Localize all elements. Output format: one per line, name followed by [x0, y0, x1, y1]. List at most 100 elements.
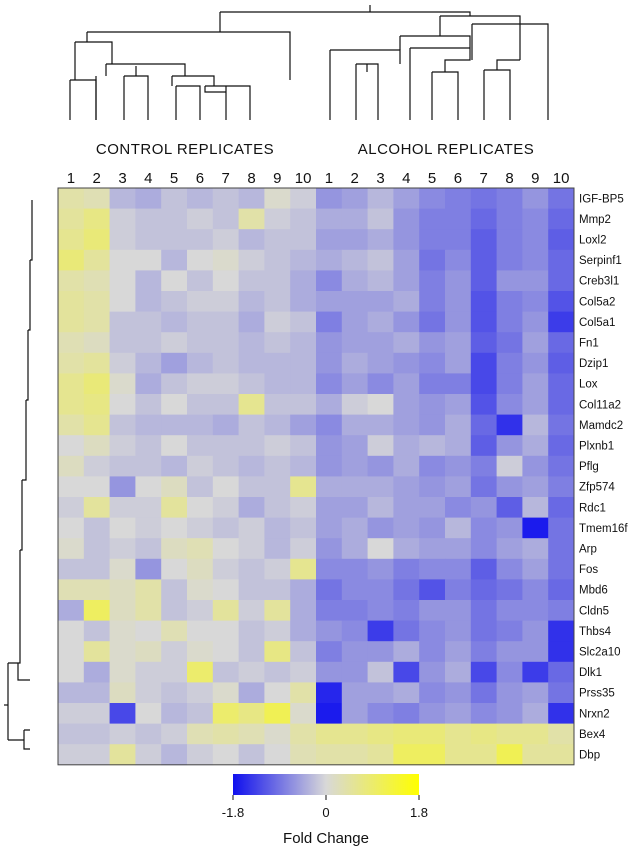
heatmap-cell	[264, 332, 291, 354]
heatmap-cell	[316, 414, 343, 436]
heatmap-cell	[316, 435, 343, 457]
heatmap-cell	[522, 291, 549, 312]
heatmap-cell	[470, 703, 497, 724]
heatmap-cell	[393, 682, 420, 704]
heatmap-cell	[522, 270, 549, 292]
heatmap-cell	[316, 476, 343, 498]
heatmap-cell	[212, 394, 239, 415]
heatmap-cell	[264, 435, 291, 457]
heatmap-cell	[445, 311, 472, 333]
heatmap-cell	[290, 661, 317, 683]
column-label: 7	[222, 170, 230, 187]
heatmap-cell	[367, 455, 394, 477]
heatmap-cell	[445, 188, 472, 209]
heatmap-cell	[393, 435, 420, 457]
row-dendrogram	[4, 200, 33, 750]
heatmap-cell	[548, 703, 575, 724]
heatmap-cell	[161, 311, 188, 333]
heatmap-cell	[58, 311, 85, 333]
column-labels: 1 2 3 4 5 6 7 8 9 10 1 2 3 4 5 6 7 8 9 10	[67, 170, 570, 187]
heatmap-cell	[83, 352, 110, 374]
heatmap-cell	[496, 270, 523, 292]
heatmap-cell	[419, 270, 446, 292]
heatmap-cell	[496, 435, 523, 457]
heatmap-cell	[187, 229, 214, 251]
heatmap-cell	[238, 311, 265, 333]
row-label: Plxnb1	[579, 441, 614, 453]
heatmap-cell	[548, 538, 575, 560]
heatmap-cell	[109, 682, 136, 704]
heatmap-cell	[496, 558, 523, 580]
heatmap-cell	[187, 682, 214, 704]
heatmap-cell	[419, 497, 446, 518]
heatmap-cell	[83, 600, 110, 621]
heatmap-cell	[238, 373, 265, 395]
heatmap-cell	[341, 249, 368, 271]
heatmap-cell	[290, 579, 317, 601]
heatmap-cell	[187, 641, 214, 663]
heatmap-cell	[264, 476, 291, 498]
heatmap-cell	[161, 558, 188, 580]
heatmap-cell	[316, 270, 343, 292]
heatmap-cell	[496, 414, 523, 436]
heatmap-cell	[367, 352, 394, 374]
heatmap-cell	[367, 414, 394, 436]
heatmap-cell	[58, 497, 85, 518]
heatmap-cell	[238, 723, 265, 745]
heatmap-cell	[187, 291, 214, 312]
heatmap-cell	[316, 229, 343, 251]
heatmap-cell	[419, 476, 446, 498]
heatmap-cell	[419, 682, 446, 704]
heatmap-cell	[58, 270, 85, 292]
heatmap-cell	[341, 641, 368, 663]
heatmap-cell	[341, 188, 368, 209]
heatmap-cell	[548, 558, 575, 580]
heatmap-cell	[316, 620, 343, 642]
heatmap-cell	[470, 291, 497, 312]
heatmap-cell	[367, 517, 394, 539]
heatmap-cell	[316, 352, 343, 374]
column-dendrogram	[69, 5, 549, 120]
heatmap-cell	[58, 373, 85, 395]
heatmap-cell	[290, 188, 317, 209]
heatmap-cell	[290, 455, 317, 477]
heatmap-cell	[367, 249, 394, 271]
heatmap-cell	[83, 414, 110, 436]
heatmap-cell	[496, 208, 523, 230]
heatmap-cell	[135, 332, 162, 354]
heatmap-cell	[496, 723, 523, 745]
heatmap-cell	[109, 744, 136, 766]
row-label: Mmp2	[579, 214, 611, 226]
heatmap-cell	[548, 661, 575, 683]
heatmap-cell	[548, 394, 575, 415]
heatmap-cell	[341, 744, 368, 766]
column-label: 5	[428, 170, 436, 187]
heatmap-cell	[470, 332, 497, 354]
heatmap-cell	[522, 579, 549, 601]
heatmap-cell	[419, 703, 446, 724]
heatmap-cell	[135, 188, 162, 209]
heatmap-cell	[264, 311, 291, 333]
column-label: 4	[402, 170, 410, 187]
heatmap-cell	[470, 641, 497, 663]
heatmap-cell	[238, 703, 265, 724]
heatmap-cell	[470, 229, 497, 251]
heatmap-cell	[290, 414, 317, 436]
heatmap-cell	[135, 311, 162, 333]
heatmap-cell	[238, 291, 265, 312]
color-scale-bar	[233, 774, 419, 795]
heatmap-cell	[161, 497, 188, 518]
column-label: 4	[144, 170, 152, 187]
heatmap-cell	[238, 682, 265, 704]
heatmap-cell	[83, 270, 110, 292]
heatmap-cell	[470, 558, 497, 580]
heatmap-cell	[548, 723, 575, 745]
heatmap-cell	[212, 558, 239, 580]
heatmap-cell	[419, 579, 446, 601]
row-label: Fn1	[579, 338, 599, 350]
heatmap-cell	[135, 270, 162, 292]
column-label: 2	[93, 170, 101, 187]
heatmap-cell	[109, 332, 136, 354]
heatmap-cell	[264, 394, 291, 415]
row-label: Bex4	[579, 729, 606, 741]
